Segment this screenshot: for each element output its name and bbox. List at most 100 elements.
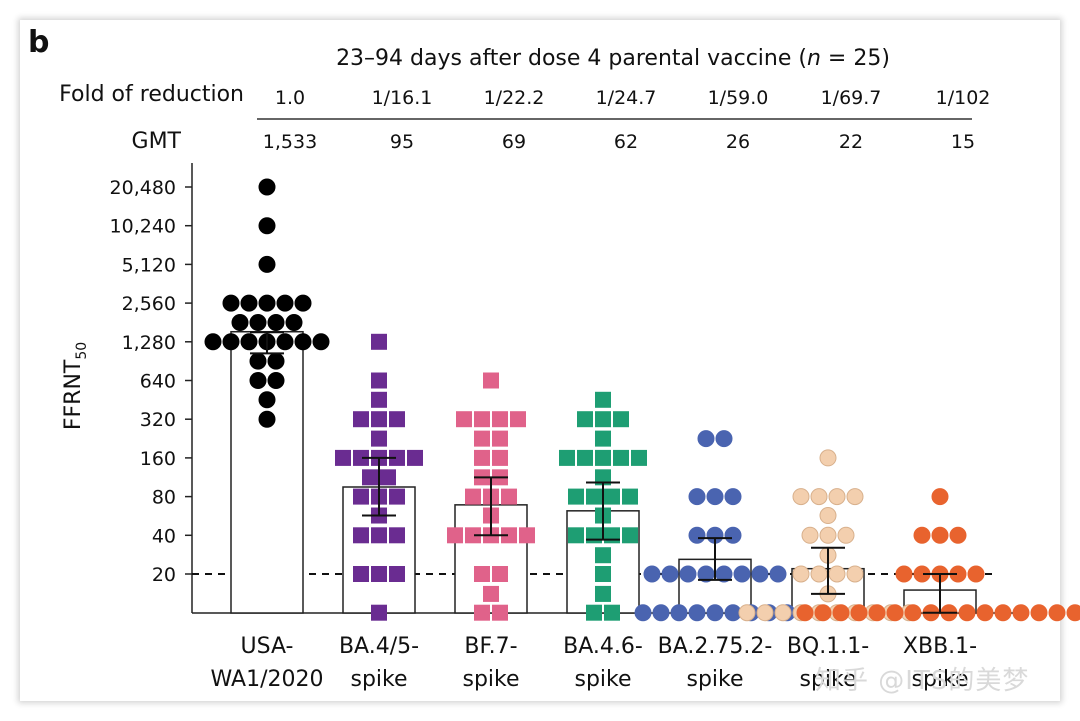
data-point	[492, 449, 508, 466]
data-point	[353, 527, 369, 544]
x-axis-labels: USA- WA1/2020 BA.4/5- spike BF.7- spike BA.4.6…	[211, 634, 978, 692]
data-point	[586, 604, 602, 621]
data-point	[604, 488, 620, 505]
data-point	[796, 604, 814, 622]
data-point	[631, 449, 647, 466]
fold-value: 1/59.0	[708, 87, 769, 109]
data-point	[832, 604, 850, 622]
x-tick-label: BF.7-	[464, 634, 517, 659]
data-point	[837, 526, 855, 544]
data-point	[679, 565, 697, 583]
data-point	[949, 526, 967, 544]
data-point	[371, 391, 387, 408]
data-point	[733, 565, 751, 583]
data-point	[371, 566, 387, 582]
data-point	[967, 565, 985, 583]
data-point	[769, 565, 787, 583]
data-point	[389, 488, 405, 505]
data-point	[931, 488, 949, 506]
x-tick-label: XBB.1-	[903, 634, 977, 659]
data-point	[604, 527, 620, 544]
data-point	[756, 604, 774, 622]
data-point	[353, 449, 369, 466]
data-point	[868, 604, 886, 622]
data-point	[738, 604, 756, 622]
data-point	[819, 507, 837, 525]
data-point	[613, 411, 629, 428]
error-bars	[250, 331, 957, 614]
data-point	[474, 411, 490, 428]
data-point	[231, 313, 249, 331]
data-point	[258, 255, 276, 273]
y-tick-label: 160	[140, 448, 176, 470]
data-point	[335, 449, 351, 466]
gmt-value: 69	[502, 131, 526, 153]
data-point	[267, 313, 285, 331]
data-point	[483, 372, 499, 389]
data-point	[294, 333, 312, 351]
fold-value: 1/102	[936, 87, 991, 109]
data-point	[976, 604, 994, 622]
data-point	[285, 313, 303, 331]
data-point	[792, 488, 810, 506]
gmt-value: 62	[614, 131, 638, 153]
data-point	[697, 430, 715, 448]
gmt-value: 15	[951, 131, 975, 153]
x-tick-label: BA.4.6-	[563, 634, 643, 659]
data-point	[501, 488, 517, 505]
watermark-text: 知乎 @ITS的美梦	[815, 666, 1030, 696]
figure-frame	[20, 20, 1060, 701]
data-point	[353, 488, 369, 505]
data-point	[389, 411, 405, 428]
data-point	[604, 604, 620, 621]
data-point	[670, 604, 688, 622]
data-point	[886, 604, 904, 622]
x-tick-label: spike	[911, 667, 968, 692]
data-point	[258, 178, 276, 196]
data-point	[371, 411, 387, 428]
data-point	[577, 449, 593, 466]
data-point	[613, 449, 629, 466]
x-tick-label: spike	[799, 667, 856, 692]
x-tick-label: BQ.1.1-	[787, 634, 869, 659]
data-point	[792, 565, 810, 583]
gmt-value: 1,533	[263, 131, 317, 153]
data-point	[819, 449, 837, 467]
data-point	[724, 526, 742, 544]
fold-value: 1/24.7	[596, 87, 657, 109]
data-point	[371, 372, 387, 389]
data-point	[643, 565, 661, 583]
y-tick-label: 10,240	[110, 216, 176, 238]
data-point	[595, 547, 611, 564]
data-point	[595, 469, 611, 486]
data-point	[774, 604, 792, 622]
data-point	[595, 391, 611, 408]
panel-label: b	[28, 25, 49, 60]
data-point	[828, 488, 846, 506]
data-point	[389, 566, 405, 582]
data-point	[483, 585, 499, 602]
data-point	[688, 526, 706, 544]
data-point	[267, 372, 285, 389]
fold-value: 1/22.2	[484, 87, 545, 109]
y-tick-label: 80	[152, 487, 176, 509]
gmt-value: 22	[839, 131, 863, 153]
data-point	[249, 372, 267, 389]
data-point	[371, 604, 387, 621]
data-point	[706, 488, 724, 506]
data-point	[814, 604, 832, 622]
data-point	[204, 333, 222, 351]
data-point	[240, 294, 258, 312]
data-point	[595, 585, 611, 602]
gmt-bar	[230, 330, 304, 614]
chart-title: 23–94 days after dose 4 parental vaccine…	[336, 46, 890, 71]
data-point	[850, 604, 868, 622]
data-point	[595, 411, 611, 428]
data-point	[1012, 604, 1030, 622]
x-tick-label: spike	[462, 667, 519, 692]
data-point	[688, 488, 706, 506]
data-point	[958, 604, 976, 622]
data-point	[362, 469, 378, 486]
data-point	[240, 333, 258, 351]
